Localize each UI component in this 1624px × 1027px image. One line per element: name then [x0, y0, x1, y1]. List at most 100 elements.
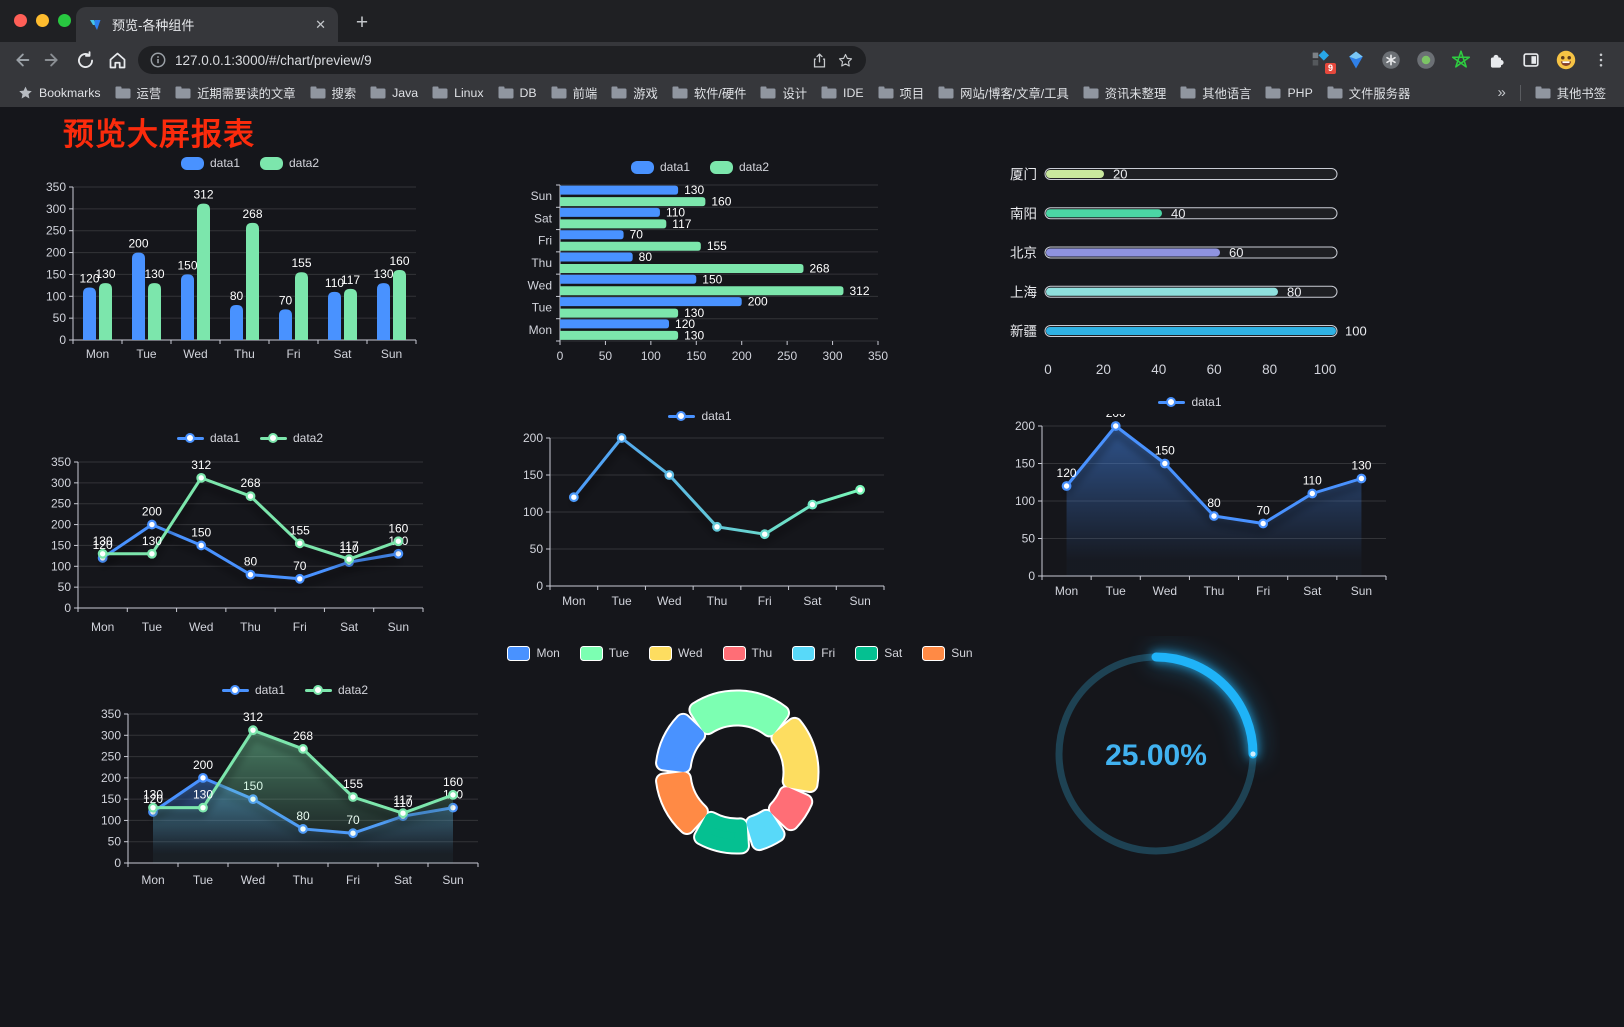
svg-text:新疆: 新疆 [1010, 324, 1037, 339]
bookmark-folder[interactable]: 运营 [109, 81, 168, 105]
back-icon[interactable] [6, 45, 36, 75]
bookmark-star-icon[interactable] [837, 52, 854, 69]
bookmark-folder[interactable]: 游戏 [605, 81, 664, 105]
line-chart-svg: 0 50 100 150 200 250 300 350 Mon Tue Wed Thu Fri Sat S… [101, 707, 479, 887]
asterisk-extension-icon[interactable] [1378, 47, 1404, 73]
bookmarks-manager[interactable]: Bookmarks [12, 82, 107, 103]
svg-text:150: 150 [523, 468, 543, 482]
reload-icon[interactable] [70, 45, 100, 75]
svg-text:200: 200 [46, 246, 66, 260]
side-panel-icon[interactable] [1518, 47, 1544, 73]
legend-item-Wed[interactable]: Wed [649, 645, 703, 661]
svg-text:130: 130 [144, 267, 164, 281]
svg-text:100: 100 [1015, 494, 1035, 508]
svg-text:160: 160 [443, 775, 463, 789]
other-bookmarks-label: 其他书签 [1556, 86, 1606, 101]
minimize-window-button[interactable] [36, 14, 49, 27]
bookmark-folder[interactable]: Java [364, 83, 424, 103]
bookmark-folder[interactable]: 其他语言 [1174, 81, 1257, 105]
folder-icon [1327, 86, 1343, 99]
bookmark-folder-label: 搜索 [331, 86, 357, 101]
legend-item-data1[interactable]: data1 [176, 431, 240, 445]
forward-icon[interactable] [38, 45, 68, 75]
bookmark-folder[interactable]: PHP [1259, 83, 1318, 103]
svg-text:130: 130 [1351, 459, 1371, 473]
bookmark-folder[interactable]: 项目 [872, 81, 931, 105]
url-text[interactable]: 127.0.0.1:3000/#/chart/preview/9 [175, 52, 372, 68]
svg-text:80: 80 [244, 555, 258, 569]
legend-marker [221, 684, 249, 696]
legend-item-Mon[interactable]: Mon [507, 645, 560, 661]
legend-item-data1[interactable]: data1 [1158, 395, 1222, 409]
legend-item-data2[interactable]: data2 [710, 160, 769, 174]
bookmark-folder[interactable]: 近期需要读的文章 [169, 81, 301, 105]
bookmark-folder[interactable]: Linux [426, 83, 489, 103]
svg-text:130: 130 [684, 183, 704, 197]
legend-item-Tue[interactable]: Tue [579, 645, 629, 661]
proxy-extension-icon[interactable]: 9 [1308, 47, 1336, 74]
legend-item-data1[interactable]: data1 [221, 683, 285, 697]
svg-text:130: 130 [373, 267, 393, 281]
legend-item-Sun[interactable]: Sun [922, 645, 973, 661]
svg-text:Sat: Sat [394, 873, 413, 887]
bookmark-folder[interactable]: IDE [815, 83, 870, 103]
chart-donut: Mon Tue Wed Thu Fri Sat Sun [507, 641, 973, 903]
url-bar[interactable]: 127.0.0.1:3000/#/chart/preview/9 [138, 46, 866, 74]
bookmarks-overflow-button[interactable]: » [1497, 84, 1506, 101]
legend-item-data2[interactable]: data2 [260, 431, 323, 445]
browser-tab[interactable]: 预览-各种组件 ✕ [76, 7, 338, 42]
legend-item-data1[interactable]: data1 [630, 160, 690, 174]
legend-item-Fri[interactable]: Fri [792, 645, 835, 661]
emoji-extension-icon[interactable] [1553, 47, 1579, 73]
folder-icon [551, 86, 567, 99]
svg-text:110: 110 [1303, 474, 1322, 488]
svg-text:120: 120 [93, 538, 113, 552]
line-chart-svg: 0 50 100 150 200 250 300 350 Mon Tue Wed Thu Fri Sat S… [51, 455, 424, 634]
bookmark-folder-label: Java [392, 85, 419, 100]
legend-item-data1[interactable]: data1 [668, 409, 732, 423]
bookmark-folder[interactable]: 设计 [754, 81, 813, 105]
chart-line-two-series: data1 data2 0 50 100 150 200 250 300 350 Mon Tue Wed… [40, 426, 460, 638]
svg-text:Sat: Sat [333, 347, 352, 361]
gem-extension-icon[interactable] [1343, 47, 1369, 73]
maximize-window-button[interactable] [58, 14, 71, 27]
bookmark-folder[interactable]: 资讯未整理 [1077, 81, 1173, 105]
svg-text:300: 300 [51, 476, 71, 490]
svg-text:50: 50 [58, 580, 72, 594]
extensions-puzzle-icon[interactable] [1483, 47, 1509, 73]
bookmark-folder[interactable]: 前端 [545, 81, 604, 105]
new-tab-button[interactable]: + [355, 11, 369, 34]
bookmark-folder[interactable]: 搜索 [304, 81, 363, 105]
legend-label: data1 [659, 160, 690, 174]
legend-item-data2[interactable]: data2 [260, 156, 319, 170]
close-window-button[interactable] [14, 14, 27, 27]
svg-text:130: 130 [193, 788, 213, 802]
bookmark-folder[interactable]: 文件服务器 [1321, 81, 1417, 105]
bookmark-folder[interactable]: DB [492, 83, 543, 103]
svg-text:155: 155 [343, 777, 363, 791]
folder-icon [760, 86, 776, 99]
legend-item-Sat[interactable]: Sat [855, 645, 902, 661]
legend-item-data2[interactable]: data2 [305, 683, 368, 697]
svg-text:Tue: Tue [136, 347, 157, 361]
tab-title: 预览-各种组件 [112, 18, 195, 33]
green-dot-extension-icon[interactable] [1413, 47, 1439, 73]
share-icon[interactable] [811, 52, 828, 69]
home-icon[interactable] [102, 45, 132, 75]
bookmark-folder[interactable]: 网站/博客/文章/工具 [932, 81, 1075, 105]
svg-text:60: 60 [1229, 245, 1243, 260]
browser-menu-icon[interactable] [1588, 47, 1614, 73]
legend-label: data1 [254, 683, 285, 697]
tab-close-icon[interactable]: ✕ [315, 16, 326, 32]
legend-item-data1[interactable]: data1 [180, 156, 240, 170]
green-star-extension-icon[interactable] [1448, 47, 1474, 73]
legend-item-Thu[interactable]: Thu [722, 645, 772, 661]
legend-label: Wed [678, 646, 703, 660]
toolbar-extensions: 9 [1308, 47, 1618, 74]
bookmark-folder[interactable]: 软件/硬件 [666, 81, 753, 105]
site-info-icon[interactable] [150, 52, 166, 68]
other-bookmarks-folder[interactable]: 其他书签 [1529, 81, 1612, 105]
svg-text:Mon: Mon [86, 347, 109, 361]
svg-text:Wed: Wed [1153, 584, 1177, 598]
svg-text:130: 130 [95, 267, 115, 281]
